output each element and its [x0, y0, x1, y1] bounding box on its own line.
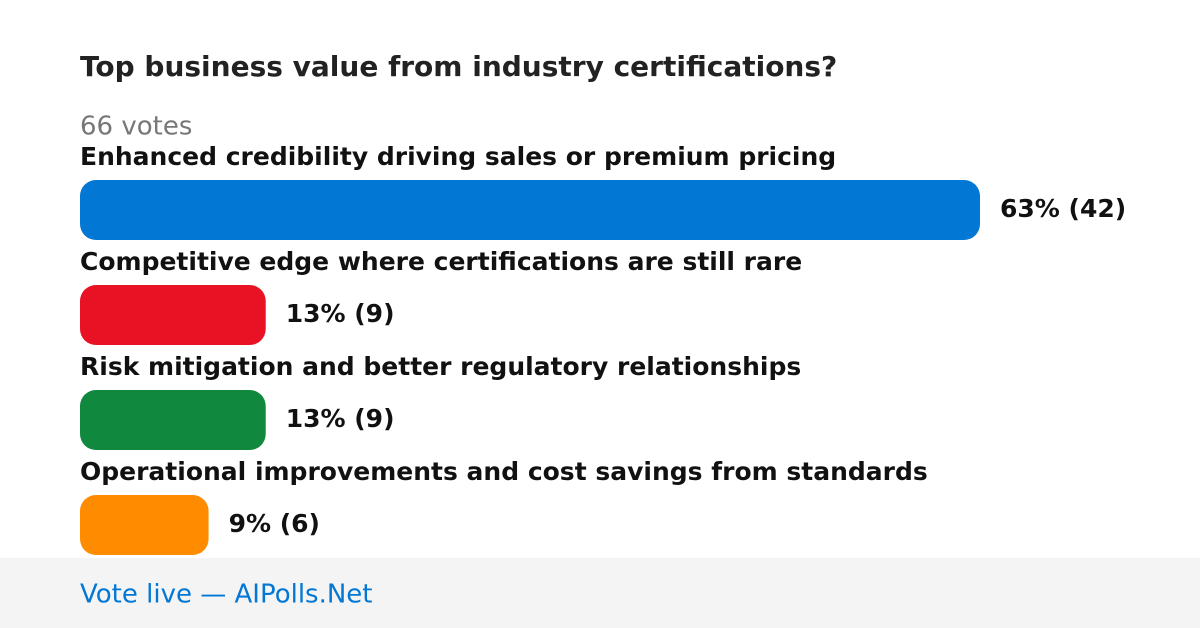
- value-label: 13% (9): [286, 404, 395, 433]
- bar: [80, 390, 266, 450]
- value-label: 63% (42): [1000, 194, 1126, 223]
- value-label: 13% (9): [286, 299, 395, 328]
- bar: [80, 180, 980, 240]
- vote-count: 66 votes: [80, 112, 192, 142]
- option-label: Enhanced credibility driving sales or pr…: [80, 142, 836, 171]
- option-label: Risk mitigation and better regulatory re…: [80, 352, 801, 381]
- footer-band: [0, 558, 1200, 628]
- chart-title: Top business value from industry certifi…: [80, 50, 837, 83]
- bar: [80, 285, 266, 345]
- footer-link[interactable]: Vote live — AIPolls.Net: [80, 580, 373, 610]
- option-label: Operational improvements and cost saving…: [80, 457, 928, 486]
- option-label: Competitive edge where certifications ar…: [80, 247, 802, 276]
- bar: [80, 495, 209, 555]
- value-label: 9% (6): [229, 509, 320, 538]
